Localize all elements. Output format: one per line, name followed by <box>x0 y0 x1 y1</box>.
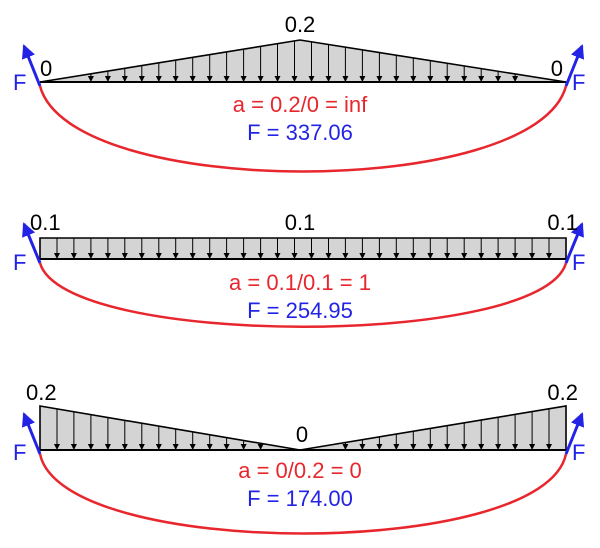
load-area-3 <box>39 405 567 451</box>
force-text-3: F = 174.00 <box>247 486 353 511</box>
cable-curve-3 <box>38 453 568 535</box>
panel-1: 0 0.2 0 F F a = 0.2/0 = inf F = 337.06 <box>13 12 585 173</box>
load-fill-2 <box>39 237 567 260</box>
force-arrow-left-1 <box>21 44 42 87</box>
force-label-right-3: F <box>572 440 585 465</box>
force-label-right-1: F <box>572 70 585 95</box>
force-label-left-1: F <box>13 70 26 95</box>
force-arrow-right-2 <box>564 222 584 264</box>
mid-value-1: 0.2 <box>285 12 316 37</box>
left-value-2: 0.1 <box>30 210 61 235</box>
panel-3: 0.2 0 0.2 F F a = 0/0.2 = 0 F = 174.00 <box>13 380 585 535</box>
right-value-1: 0 <box>551 56 563 81</box>
cable-curve-2 <box>38 262 568 328</box>
force-label-left-3: F <box>13 440 26 465</box>
force-arrow-right-3 <box>564 412 585 455</box>
ratio-text-3: a = 0/0.2 = 0 <box>238 458 362 483</box>
panel-2: 0.1 0.1 0.1 F F a = 0.1/0.1 = 1 F = 254.… <box>13 210 585 328</box>
mid-value-2: 0.1 <box>285 210 316 235</box>
force-arrow-left-3 <box>21 412 42 455</box>
force-label-left-2: F <box>13 250 26 275</box>
force-text-1: F = 337.06 <box>247 120 353 145</box>
ratio-text-1: a = 0.2/0 = inf <box>233 92 368 117</box>
force-text-2: F = 254.95 <box>247 298 353 323</box>
load-fill-3 <box>39 405 567 451</box>
load-arrows-1 <box>87 40 519 82</box>
mid-value-3: 0 <box>296 422 308 447</box>
cable-curve-1 <box>38 85 568 173</box>
ratio-text-2: a = 0.1/0.1 = 1 <box>229 270 371 295</box>
force-arrow-left-2 <box>22 222 42 264</box>
force-arrow-right-1 <box>564 44 585 87</box>
right-value-3: 0.2 <box>547 380 578 405</box>
load-area-1 <box>39 39 567 83</box>
load-arrows-2 <box>54 238 552 259</box>
load-fill-1 <box>39 39 567 83</box>
load-arrows-3 <box>54 408 552 450</box>
left-value-3: 0.2 <box>26 380 57 405</box>
load-area-2 <box>39 237 567 260</box>
left-value-1: 0 <box>40 56 52 81</box>
right-value-2: 0.1 <box>547 210 578 235</box>
force-label-right-2: F <box>572 250 585 275</box>
